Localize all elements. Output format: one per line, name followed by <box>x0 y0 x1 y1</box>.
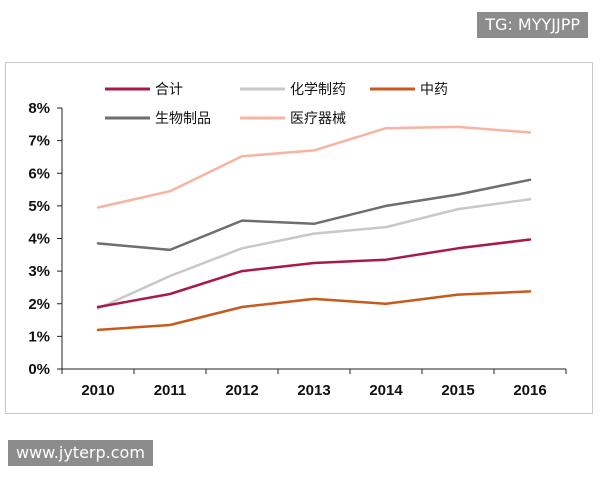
y-tick-label: 2% <box>28 296 50 313</box>
chart-frame <box>5 62 593 414</box>
y-tick-label: 7% <box>28 133 50 150</box>
y-tick-label: 0% <box>28 361 50 378</box>
legend-item: 医疗器械 <box>240 111 346 127</box>
x-tick-label: 2015 <box>441 382 474 399</box>
y-tick-label: 5% <box>28 198 50 215</box>
legend-label: 合计 <box>155 82 183 98</box>
x-tick-label: 2012 <box>225 382 258 399</box>
legend-label: 化学制药 <box>290 82 346 98</box>
x-tick-label: 2011 <box>154 382 187 399</box>
x-tick-label: 2013 <box>297 382 330 399</box>
x-tick-label: 2014 <box>369 382 403 399</box>
series-line-2 <box>96 198 532 310</box>
y-tick-label: 4% <box>28 231 50 248</box>
legend-item: 生物制品 <box>105 111 211 127</box>
watermark-top: TG: MYYJJPP <box>477 12 588 38</box>
y-tick-label: 1% <box>28 328 50 345</box>
legend-item: 合计 <box>105 82 183 98</box>
y-tick-label: 3% <box>28 263 50 280</box>
series-line-1 <box>96 238 532 309</box>
series-line-3 <box>96 290 532 332</box>
legend-label: 医疗器械 <box>290 111 346 127</box>
series-line-4 <box>96 178 532 252</box>
series-lines <box>96 125 532 332</box>
x-tick-label: 2010 <box>81 382 114 399</box>
axes: 0% 1% 2% 3% 4% 5% 6% 7% 8% 2010 2011 2012 2013 2014 20… <box>28 100 567 399</box>
legend-label: 中药 <box>420 82 448 98</box>
watermark-bottom: www.jyterp.com <box>8 440 153 466</box>
series-line-5 <box>96 125 532 209</box>
legend-item: 化学制药 <box>240 82 346 98</box>
y-tick-label: 8% <box>28 100 50 117</box>
legend-label: 生物制品 <box>155 111 211 127</box>
legend-item: 中药 <box>370 82 448 98</box>
y-tick-label: 6% <box>28 165 50 182</box>
x-tick-label: 2016 <box>513 382 546 399</box>
